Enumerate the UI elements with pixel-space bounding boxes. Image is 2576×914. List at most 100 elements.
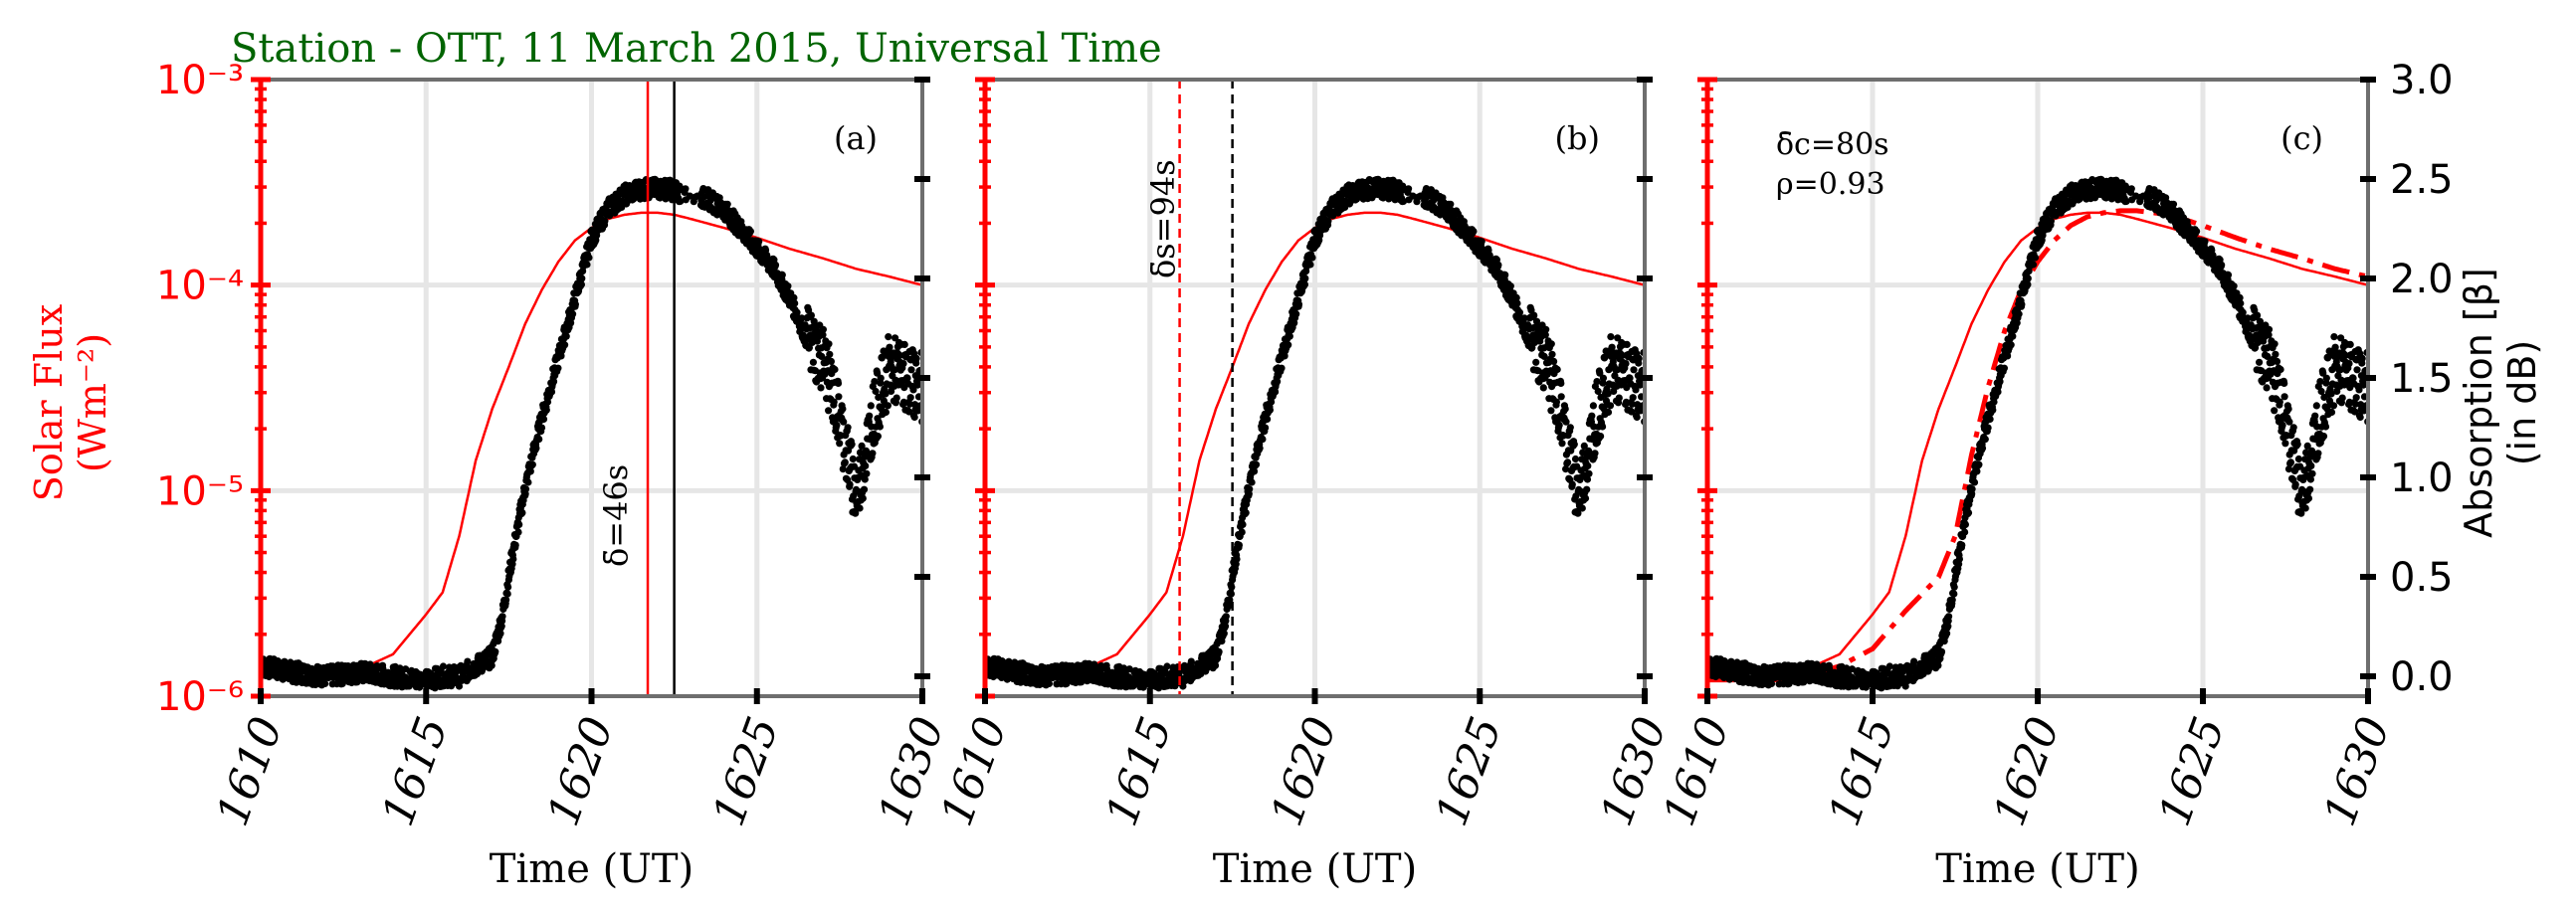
absorption-point — [1494, 261, 1502, 269]
absorption-point — [1281, 352, 1288, 360]
absorption-point — [2265, 331, 2273, 339]
absorption-point — [1532, 317, 1541, 325]
absorption-point — [1958, 541, 1966, 549]
absorption-point — [1973, 467, 1981, 475]
absorption-point — [511, 541, 519, 549]
absorption-point — [2316, 378, 2324, 386]
absorption-point — [905, 400, 914, 408]
x-tick-label: 1610 — [207, 710, 293, 832]
absorption-point — [1622, 360, 1630, 368]
left-tick-label: 10⁻⁴ — [156, 264, 244, 309]
absorption-point — [2351, 400, 2359, 408]
absorption-point — [1235, 541, 1243, 549]
absorption-point — [2280, 393, 2288, 401]
absorption-point — [2281, 440, 2289, 448]
absorption-point — [1278, 364, 1286, 372]
absorption-point — [1623, 340, 1631, 348]
absorption-point — [1548, 350, 1556, 358]
absorption-point — [1588, 412, 1596, 420]
absorption-point — [1532, 358, 1540, 366]
absorption-point — [1566, 424, 1574, 432]
absorption-point — [1943, 630, 1951, 638]
absorption-point — [504, 583, 512, 591]
absorption-point — [1512, 293, 1520, 301]
absorption-point — [502, 596, 510, 604]
absorption-point — [1594, 387, 1602, 396]
absorption-point — [1583, 453, 1591, 460]
absorption-point — [1294, 300, 1303, 308]
absorption-point — [577, 280, 586, 288]
absorption-point — [569, 310, 577, 318]
absorption-point — [1242, 508, 1250, 517]
absorption-point — [583, 261, 591, 269]
absorption-point — [1547, 407, 1555, 415]
absorption-point — [825, 407, 833, 415]
absorption-point — [825, 340, 833, 348]
absorption-point — [498, 613, 506, 621]
absorption-point — [1555, 421, 1563, 430]
absorption-points — [261, 175, 922, 692]
grid — [985, 80, 1645, 696]
right-axis-label-line2: (in dB) — [2500, 340, 2544, 466]
grid — [261, 80, 922, 696]
absorption-point — [869, 450, 877, 457]
absorption-point — [521, 485, 530, 493]
absorption-point — [2289, 424, 2297, 432]
absorption-point — [1238, 528, 1246, 536]
absorption-point — [2338, 394, 2346, 402]
left-tick-label: 10⁻⁵ — [156, 468, 244, 514]
absorption-point — [1945, 613, 1953, 621]
absorption-point — [2024, 280, 2032, 288]
figure-title: Station - OTT, 11 March 2015, Universal … — [231, 26, 1162, 72]
absorption-point — [682, 185, 690, 193]
right-ticks — [914, 77, 930, 679]
absorption-point — [778, 271, 786, 278]
absorption-point — [1628, 400, 1636, 408]
absorption-point — [1990, 398, 1998, 406]
absorption-point — [496, 630, 504, 638]
absorption-point — [1262, 424, 1270, 432]
absorption-point — [1584, 461, 1592, 469]
absorption-point — [907, 366, 915, 374]
absorption-point — [856, 504, 864, 512]
absorption-point — [1978, 445, 1987, 453]
absorption-point — [1885, 662, 1893, 670]
absorption-point — [1614, 334, 1622, 342]
absorption-point — [818, 352, 826, 360]
absorption-point — [518, 508, 526, 517]
absorption-point — [2285, 418, 2293, 426]
absorption-point — [912, 354, 920, 362]
absorption-point — [861, 475, 869, 483]
absorption-point — [848, 441, 856, 449]
absorption-point — [2286, 458, 2294, 466]
absorption-point — [1250, 467, 1259, 475]
absorption-point — [2256, 317, 2264, 325]
plot-area — [261, 175, 922, 692]
absorption-point — [497, 623, 505, 631]
absorption-point — [1520, 314, 1528, 322]
absorption-point — [537, 424, 546, 432]
absorption-point — [1553, 365, 1561, 374]
absorption-point — [755, 238, 763, 246]
absorption-point — [2272, 350, 2279, 358]
absorption-point — [1996, 378, 2004, 386]
absorption-point — [834, 379, 843, 387]
absorption-point — [844, 424, 852, 432]
x-tick-label: 1625 — [1426, 710, 1511, 832]
absorption-point — [793, 308, 801, 316]
absorption-point — [2308, 469, 2316, 477]
absorption-point — [876, 423, 885, 431]
absorption-point — [1286, 332, 1293, 340]
absorption-point — [464, 657, 472, 665]
absorption-point — [2018, 300, 2026, 308]
left-axis-label-line2: (Wm⁻²) — [71, 333, 114, 472]
absorption-point — [1557, 393, 1565, 401]
absorption-point — [2306, 475, 2314, 483]
absorption-point — [858, 442, 866, 450]
absorption-point — [2314, 450, 2322, 457]
absorption-point — [867, 402, 875, 410]
absorption-point — [2303, 442, 2311, 450]
absorption-point — [1635, 354, 1643, 362]
absorption-point — [2007, 341, 2015, 349]
absorption-point — [1266, 406, 1274, 414]
